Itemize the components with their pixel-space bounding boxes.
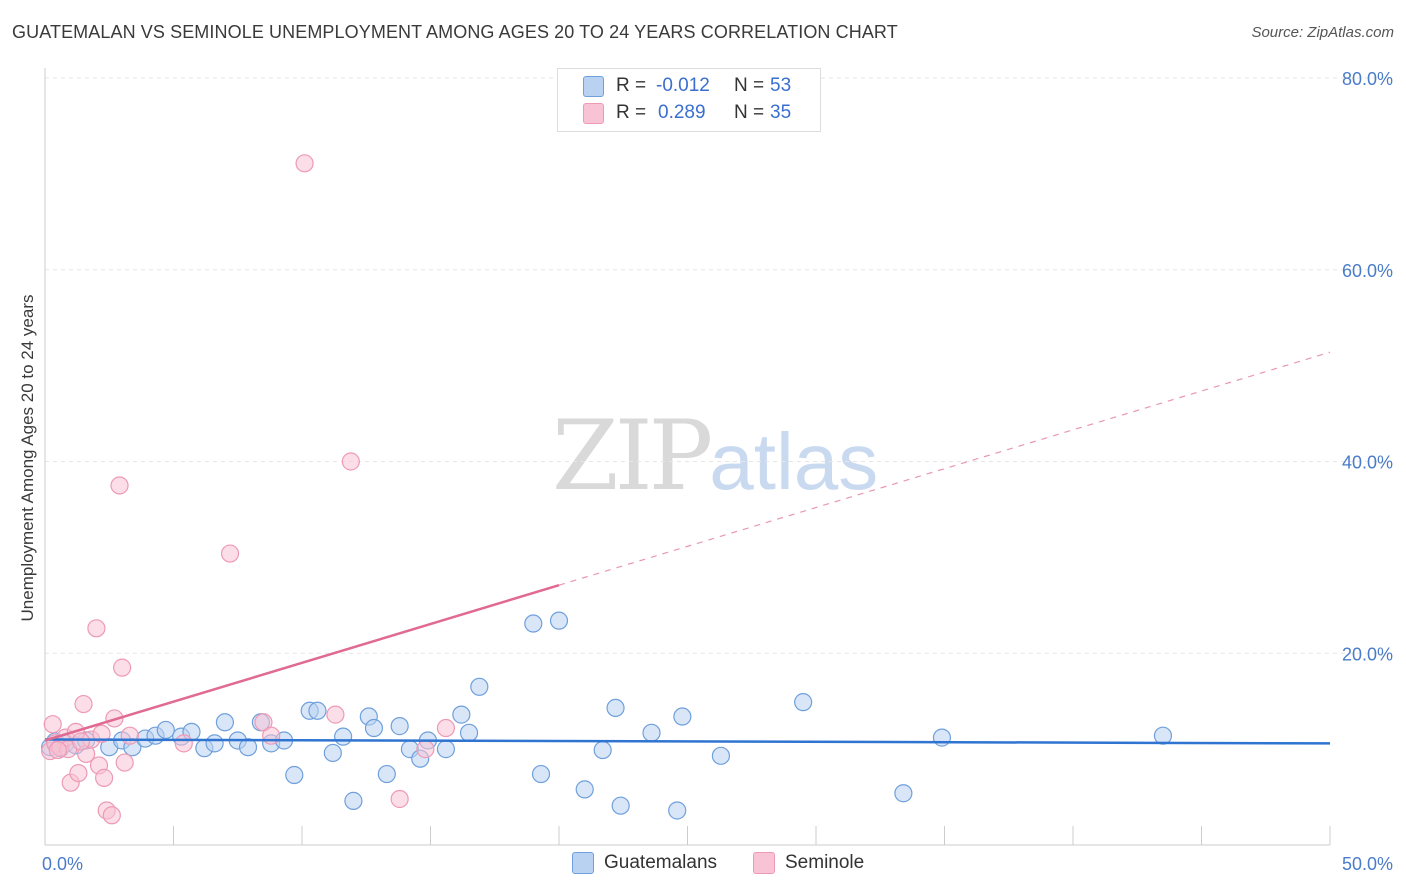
x-tick-label: 0.0% — [42, 854, 83, 874]
legend-r-value: 0.289 — [658, 102, 706, 123]
legend-n-value: 53 — [770, 75, 792, 96]
seminole-trend-extension — [558, 351, 1331, 586]
guatemalans-point — [470, 677, 489, 696]
legend-item-seminole: Seminole — [753, 852, 864, 874]
guatemalans-point — [334, 727, 353, 746]
guatemalans-point — [794, 693, 813, 712]
guatemalans-point — [156, 720, 175, 740]
seminole-point — [92, 724, 111, 743]
watermark-atlas: atlas — [709, 417, 879, 506]
seminole-point — [326, 705, 345, 724]
guatemalans-point — [642, 723, 661, 742]
guatemalans-point — [711, 746, 731, 765]
guatemalans-point — [575, 780, 594, 799]
seminole-point — [390, 789, 409, 809]
guatemalans-point — [611, 796, 630, 815]
guatemalans-point — [894, 784, 913, 803]
guatemalans-point — [452, 705, 471, 724]
guatemalans-point — [673, 707, 692, 726]
seminole-point — [48, 740, 67, 760]
guatemalans-point — [459, 723, 479, 742]
seminole-point — [69, 763, 88, 783]
correlation-legend: R = -0.012 N = 53 R = 0.289 N = 35 — [557, 68, 821, 132]
seminole-point — [120, 726, 139, 745]
y-tick-label: 20.0% — [1342, 644, 1393, 664]
guatemalans-point — [593, 740, 612, 760]
guatemalans-point — [215, 713, 234, 732]
seminole-point — [262, 726, 281, 745]
x-tick-label: 50.0% — [1342, 854, 1393, 874]
seminole-point — [254, 713, 273, 732]
guatemalans-point — [285, 765, 304, 785]
guatemalans-point — [549, 611, 569, 630]
y-tick-label: 80.0% — [1342, 69, 1393, 89]
seminole-point — [74, 694, 93, 714]
legend-swatch-guatemalans — [572, 852, 594, 874]
legend-row-guatemalans: R = -0.012 N = 53 — [558, 73, 820, 99]
guatemalans-point — [364, 718, 384, 738]
seminole-point — [220, 544, 240, 563]
legend-label-guatemalans: Guatemalans — [604, 852, 718, 873]
seminole-point — [115, 753, 134, 772]
watermark: ZIPatlas — [552, 400, 878, 512]
legend-r-value: -0.012 — [656, 75, 710, 96]
guatemalans-point — [436, 740, 456, 759]
guatemalans-point — [238, 738, 258, 757]
seminole-point — [71, 732, 91, 751]
seminole-point — [341, 452, 360, 471]
y-tick-label: 60.0% — [1342, 261, 1393, 281]
legend-n-value: 35 — [770, 102, 792, 123]
seminole-point — [87, 619, 106, 638]
source-label: Source: ZipAtlas.com — [1251, 24, 1394, 41]
seminole-point — [112, 658, 132, 677]
legend-row-seminole: R = 0.289 N = 35 — [558, 100, 820, 126]
guatemalans-point — [308, 701, 327, 720]
chart-title: GUATEMALAN VS SEMINOLE UNEMPLOYMENT AMON… — [12, 22, 898, 42]
guatemalans-point — [531, 764, 551, 784]
guatemalans-point — [932, 728, 952, 747]
seminole-point — [43, 715, 62, 734]
seminole-point — [295, 154, 314, 173]
seminole-point — [95, 768, 114, 787]
y-tick-label: 40.0% — [1342, 453, 1393, 473]
seminole-trend-line — [44, 583, 560, 742]
guatemalans-point — [377, 764, 396, 784]
series-legend: Guatemalans Seminole — [0, 852, 1406, 878]
legend-swatch-guatemalans — [583, 76, 604, 97]
legend-swatch-seminole — [583, 103, 604, 124]
watermark-zip: ZIP — [552, 400, 713, 512]
seminole-point — [174, 734, 193, 753]
guatemalans-point — [668, 801, 687, 820]
guatemalans-point — [390, 717, 409, 736]
guatemalans-point — [323, 743, 342, 763]
guatemalans-trend-line — [44, 738, 1331, 745]
seminole-point — [416, 740, 435, 759]
legend-n-label: N = — [734, 102, 765, 123]
legend-item-guatemalans: Guatemalans — [572, 852, 717, 874]
guatemalans-point — [524, 614, 543, 633]
seminole-point — [436, 718, 456, 738]
legend-label-seminole: Seminole — [785, 852, 865, 873]
legend-r-label: R = — [616, 102, 647, 123]
legend-r-label: R = — [616, 75, 647, 96]
guatemalans-point — [205, 734, 224, 753]
guatemalans-point — [1153, 726, 1173, 745]
guatemalans-point — [344, 791, 363, 810]
guatemalans-point — [606, 698, 625, 717]
seminole-point — [110, 476, 129, 495]
legend-swatch-seminole — [753, 852, 775, 874]
seminole-point — [102, 806, 121, 825]
legend-n-label: N = — [734, 75, 765, 96]
